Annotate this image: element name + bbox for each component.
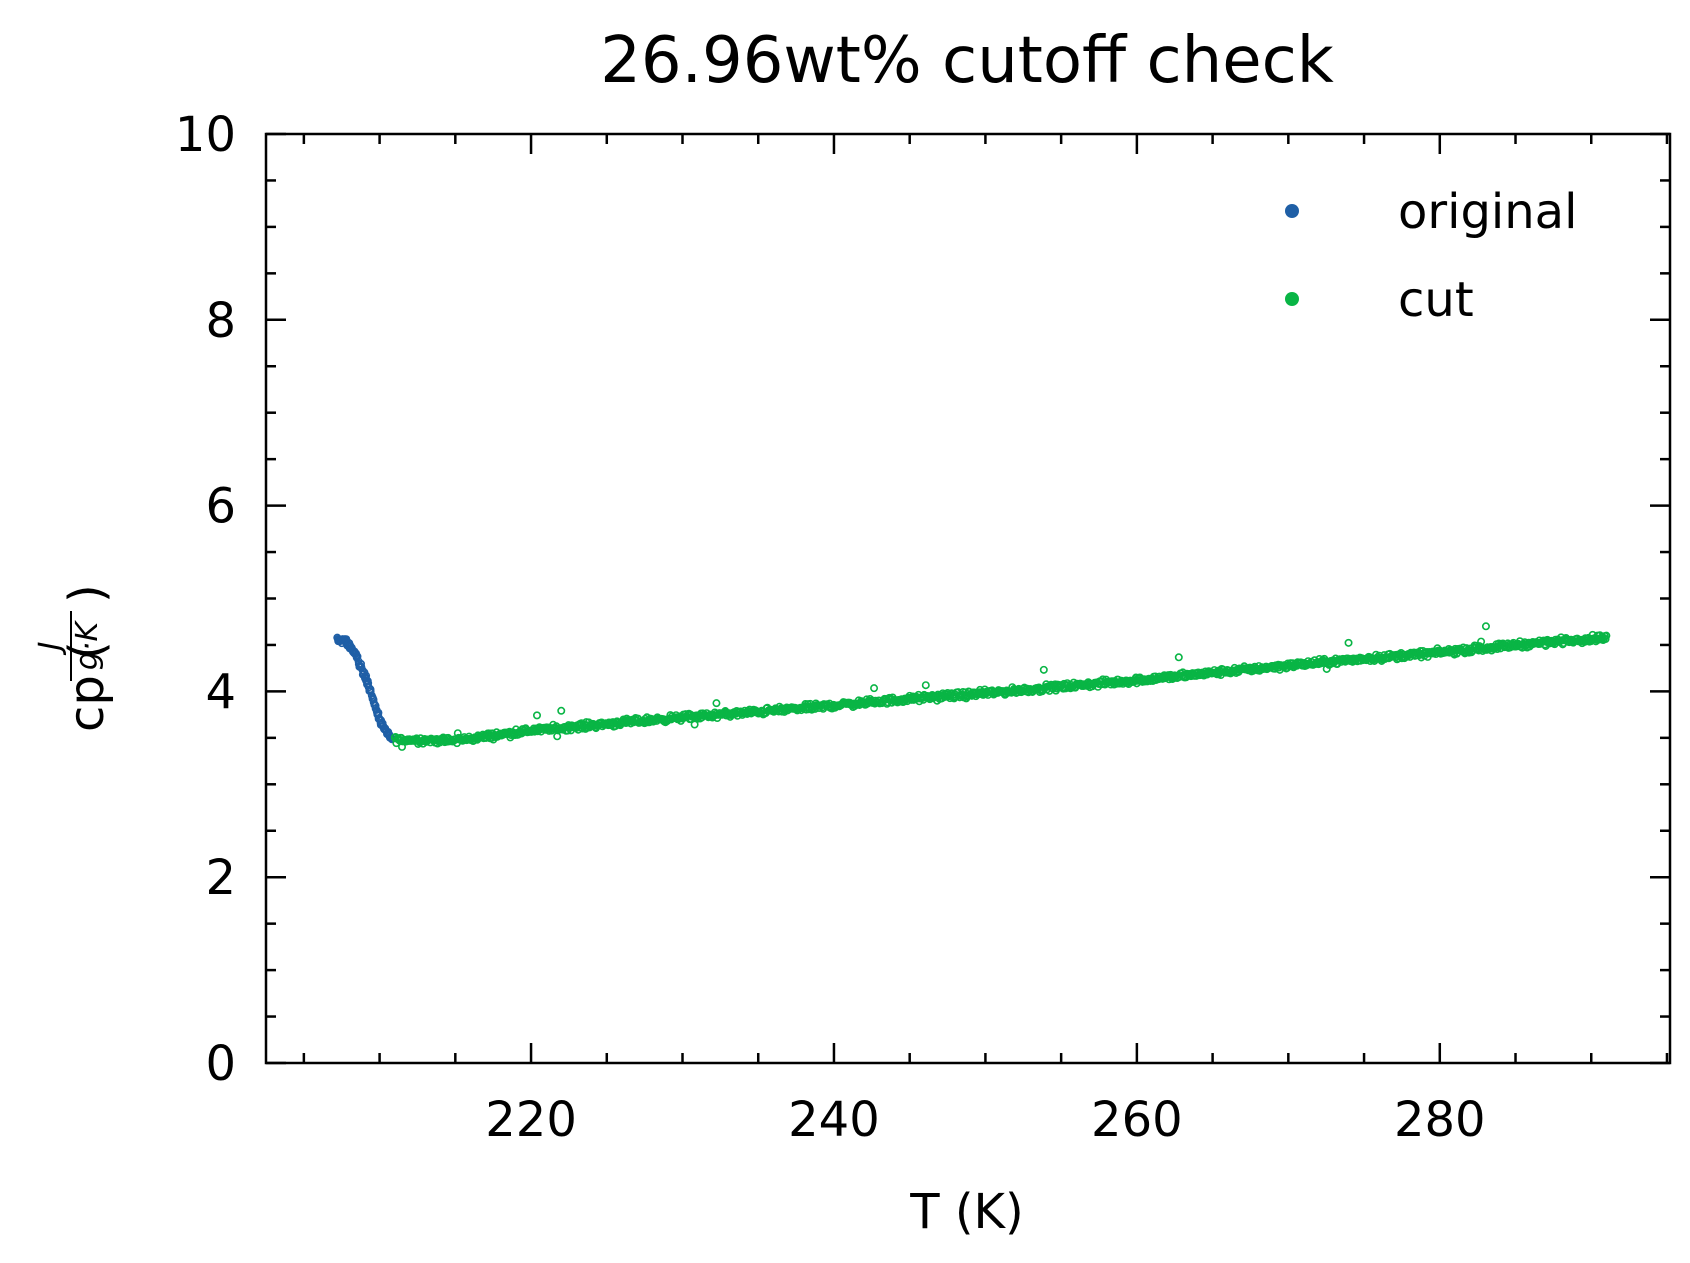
plot-area (333, 622, 1611, 751)
x-axis-ticks: 220 240 260 280 (302, 134, 1669, 1148)
data-point (1602, 631, 1611, 640)
y-axis-label-denominator: g·K (70, 620, 105, 671)
legend-label-original: original (1398, 184, 1577, 240)
x-tick-label: 240 (788, 1092, 880, 1148)
x-tick-label: 220 (485, 1092, 577, 1148)
x-tick-label: 260 (1091, 1092, 1183, 1148)
data-point (557, 706, 566, 715)
data-point (1039, 665, 1048, 674)
legend-label-cut: cut (1398, 272, 1474, 328)
y-tick-label: 8 (205, 293, 236, 349)
plot-frame (264, 132, 1672, 1065)
y-tick-label: 2 (205, 850, 236, 906)
data-point (690, 720, 699, 729)
chart-title: 26.96wt% cutoff check (600, 24, 1334, 98)
data-point (1174, 653, 1183, 662)
x-axis-label: T (K) (909, 1184, 1024, 1240)
y-tick-label: 10 (175, 107, 236, 163)
legend-marker-cut (1285, 292, 1299, 306)
legend: original cut (1285, 184, 1577, 328)
y-tick-label: 4 (205, 664, 236, 720)
legend-marker-original (1285, 204, 1299, 218)
y-tick-label: 0 (205, 1036, 236, 1092)
data-point (870, 684, 879, 693)
y-axis-label-prefix: cp ( (59, 641, 115, 732)
y-axis-label-suffix: ) (59, 584, 115, 603)
y-axis-label: cp ( J g·K ) (33, 584, 115, 732)
y-tick-label: 6 (205, 479, 236, 535)
data-point (1344, 638, 1353, 647)
data-point (352, 652, 361, 661)
data-point (1601, 635, 1610, 644)
x-tick-label: 280 (1394, 1092, 1486, 1148)
series-cut (390, 622, 1611, 751)
data-point (532, 711, 541, 720)
data-point (712, 699, 721, 708)
data-point (921, 681, 930, 690)
y-axis-ticks: 0 2 4 6 8 10 (175, 107, 1670, 1092)
data-point (1481, 622, 1490, 631)
